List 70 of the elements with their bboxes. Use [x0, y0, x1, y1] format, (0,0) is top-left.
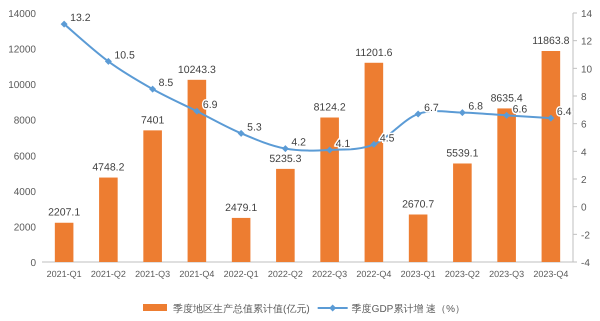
legend-label: 季度地区生产总值累计值(亿元) — [173, 303, 310, 315]
x-tick-label: 2021-Q2 — [90, 269, 126, 279]
y2-tick-label: -4 — [581, 258, 590, 269]
data-label: 11201.6 — [355, 46, 393, 59]
point — [282, 145, 289, 152]
data-label: 5539.1 — [446, 147, 479, 160]
bar — [232, 218, 250, 262]
bar — [54, 222, 74, 262]
bar — [453, 163, 472, 262]
data-label: 2670.7 — [402, 198, 434, 210]
y-tick-label: 4000 — [14, 186, 36, 198]
bar — [276, 168, 295, 262]
point — [547, 114, 554, 122]
point — [414, 110, 422, 118]
point — [104, 58, 112, 65]
x-tick-label: 2022-Q1 — [224, 269, 259, 279]
data-label: 6.6 — [512, 103, 528, 116]
y-tick-label: 6000 — [14, 151, 36, 162]
y2-tick-label: 10 — [581, 64, 593, 76]
x-tick-label: 2021-Q1 — [46, 269, 82, 279]
y2-tick-label: 8 — [581, 92, 587, 103]
data-label: 11863.8 — [532, 34, 570, 47]
data-label: 10.5 — [114, 49, 135, 62]
y-tick-label: 12000 — [8, 44, 36, 56]
point — [149, 86, 156, 93]
data-label: 4.2 — [291, 136, 306, 149]
data-label: 5.3 — [247, 121, 262, 134]
y2-tick-label: 0 — [581, 202, 587, 214]
y-tick-label: 10000 — [8, 80, 36, 92]
y-tick-label: 8000 — [14, 116, 36, 127]
data-label: 5235.3 — [269, 152, 302, 165]
x-tick-label: 2023-Q2 — [444, 269, 480, 279]
legend-label: 季度GDP累计增 速（%） — [352, 303, 466, 315]
bar — [99, 178, 118, 262]
point — [193, 108, 200, 115]
bar — [408, 214, 428, 262]
x-tick-label: 2022-Q2 — [268, 269, 303, 279]
data-label: 4748.2 — [92, 162, 125, 174]
data-label: 2479.1 — [225, 202, 258, 214]
y2-tick-label: 4 — [581, 147, 587, 158]
x-tick-label: 2023-Q1 — [400, 269, 436, 279]
x-tick-label: 2021-Q4 — [179, 269, 214, 279]
y-tick-label: 0 — [30, 258, 36, 269]
x-tick-label: 2021-Q3 — [135, 269, 170, 279]
y-tick-label: 14000 — [8, 9, 36, 20]
point — [458, 109, 466, 116]
data-label: 6.8 — [468, 100, 484, 113]
y2-tick-label: 6 — [581, 120, 587, 131]
x-tick-label: 2023-Q4 — [533, 269, 568, 279]
y2-tick-label: 2 — [581, 175, 587, 186]
data-label: 10243.3 — [178, 64, 216, 76]
y-tick-label: 2000 — [14, 222, 36, 234]
point — [370, 140, 378, 148]
x-tick-label: 2022-Q3 — [312, 269, 348, 279]
data-label: 8.5 — [158, 77, 174, 90]
x-tick-label: 2022-Q4 — [356, 269, 392, 279]
bar — [143, 130, 162, 262]
point — [326, 146, 334, 154]
data-label: 2207.1 — [48, 206, 80, 219]
y2-tick-label: 14 — [581, 9, 593, 20]
data-label: 7401 — [140, 114, 164, 126]
data-label: 8124.2 — [314, 102, 346, 114]
point — [238, 130, 245, 137]
data-label: 8635.4 — [490, 92, 523, 104]
x-tick-label: 2023-Q3 — [489, 269, 524, 279]
y2-tick-label: -2 — [581, 230, 590, 242]
y2-tick-label: 12 — [581, 36, 593, 48]
data-label: 13.2 — [70, 12, 91, 24]
point — [503, 112, 510, 119]
point — [60, 20, 68, 28]
